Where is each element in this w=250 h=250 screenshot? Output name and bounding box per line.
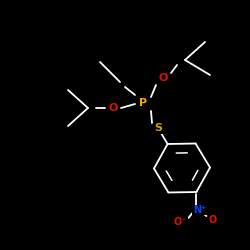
Text: O⁻: O⁻ xyxy=(174,217,187,227)
Text: N⁺: N⁺ xyxy=(193,205,206,215)
Text: O: O xyxy=(108,103,118,113)
Text: S: S xyxy=(154,123,162,133)
Text: P: P xyxy=(139,98,147,108)
Text: O: O xyxy=(158,73,168,83)
Text: O: O xyxy=(208,215,216,225)
